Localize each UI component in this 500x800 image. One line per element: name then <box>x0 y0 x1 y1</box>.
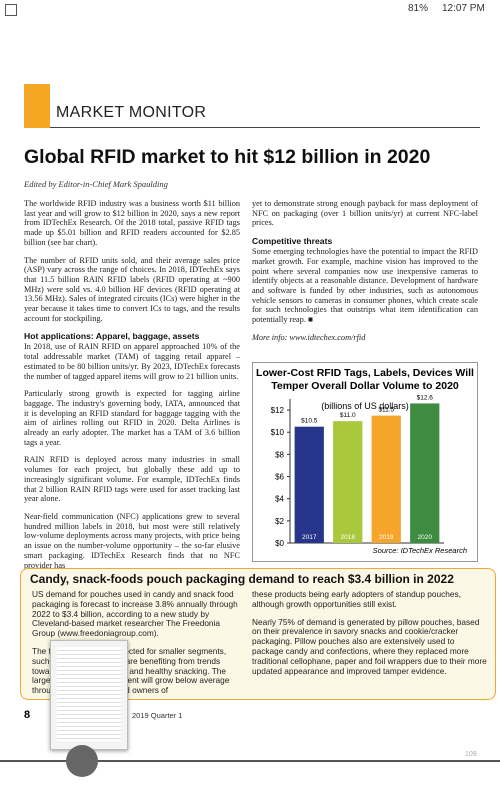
value-label: $11.5 <box>378 407 394 414</box>
slider-track[interactable] <box>0 760 500 762</box>
right-column: yet to demonstrate strong enough payback… <box>252 199 478 350</box>
paragraph: Nearly 75% of demand is generated by pil… <box>252 616 487 676</box>
paragraph: these products being early adopters of s… <box>252 589 461 609</box>
clock: 12:07 PM <box>442 3 485 14</box>
subheading: Hot applications: Apparel, baggage, asse… <box>24 331 200 342</box>
y-tick-label: $6 <box>275 473 284 482</box>
chart: Lower-Cost RFID Tags, Labels, Devices Wi… <box>252 362 478 562</box>
chart-subtitle: (billions of US dollars) <box>321 401 409 411</box>
bar <box>410 403 440 543</box>
paragraph: Particularly strong growth is expected f… <box>24 389 240 447</box>
section-block <box>24 84 50 128</box>
value-label: $10.5 <box>301 418 318 425</box>
bar <box>294 426 324 543</box>
paragraph: The number of RFID units sold, and their… <box>24 255 240 323</box>
section-title: MARKET MONITOR <box>56 104 207 121</box>
chart-title: Lower-Cost RFID Tags, Labels, Devices Wi… <box>256 367 474 392</box>
sidebar-title: Candy, snack-foods pouch packaging deman… <box>30 572 454 586</box>
reader-page: 109 <box>465 751 477 758</box>
y-tick-label: $12 <box>271 406 285 415</box>
page-number: 8 <box>24 709 31 721</box>
y-tick-label: $2 <box>275 517 284 526</box>
byline: Edited by Editor-in-Chief Mark Spaulding <box>24 179 168 189</box>
category-label: 2018 <box>341 534 356 541</box>
more-info: More info: www.idtechex.com/rfid <box>252 332 366 342</box>
page-thumbnail[interactable] <box>50 640 128 750</box>
y-tick-label: $0 <box>275 539 284 548</box>
chart-frame <box>252 362 478 562</box>
paragraph: Near-field communication (NFC) applicati… <box>24 511 240 570</box>
paragraph: yet to demonstrate strong enough payback… <box>252 199 478 228</box>
paragraph: The worldwide RFID industry was a busine… <box>24 199 240 247</box>
value-label: $11.0 <box>340 412 356 419</box>
paragraph: In 2018, use of RAIN RFID on apparel app… <box>24 342 240 381</box>
subheading: Competitive threats <box>252 236 333 247</box>
slider-thumb[interactable] <box>66 745 98 777</box>
headline: Global RFID market to hit $12 billion in… <box>24 146 431 168</box>
paragraph: US demand for pouches used in candy and … <box>32 589 238 639</box>
rule <box>50 127 480 128</box>
notification-icon <box>5 4 17 16</box>
paragraph: RAIN RFID is deployed across many indust… <box>24 455 240 504</box>
category-label: 2019 <box>379 534 394 541</box>
sidebar-right: these products being early adopters of s… <box>252 589 488 684</box>
bar <box>333 421 363 543</box>
chart-source: Source: IDTechEx Research <box>373 546 467 555</box>
status-bar: 81% 12:07 PM <box>0 0 500 18</box>
issue: 2019 Quarter 1 <box>132 711 183 720</box>
thumbnail-preview <box>57 647 121 741</box>
y-tick-label: $4 <box>275 495 284 504</box>
y-tick-label: $10 <box>271 428 285 437</box>
category-label: 2020 <box>418 534 433 541</box>
value-label: $12.6 <box>417 394 434 401</box>
battery: 81% <box>408 3 429 14</box>
left-column: The worldwide RFID industry was a busine… <box>24 199 240 578</box>
bar <box>371 415 401 543</box>
y-tick-label: $8 <box>275 450 284 459</box>
paragraph: Some emerging technologies have the pote… <box>252 247 478 325</box>
category-label: 2017 <box>302 534 317 541</box>
